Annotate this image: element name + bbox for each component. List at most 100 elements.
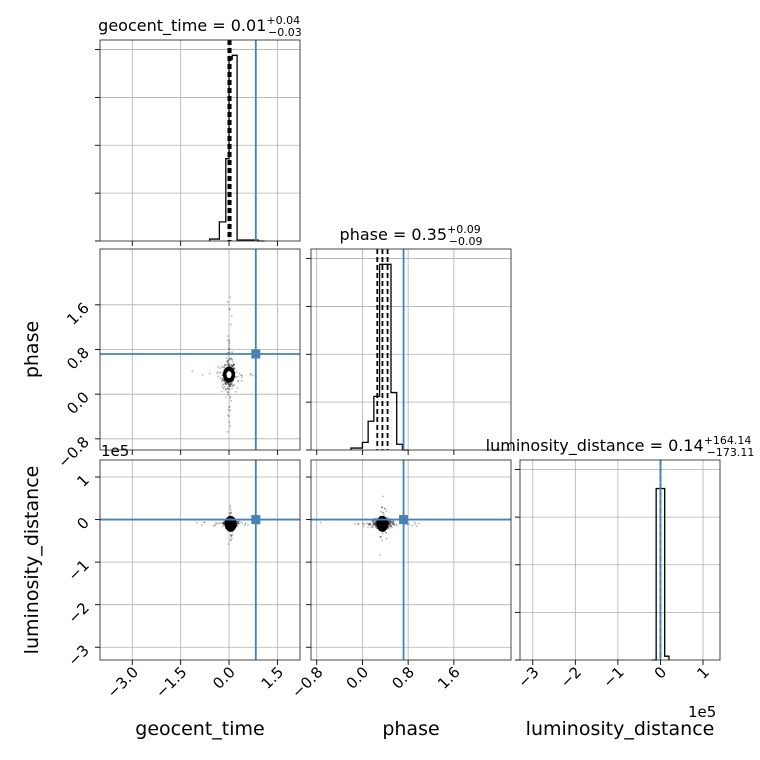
sample-point (385, 531, 388, 534)
title-sup: +0.04 (266, 14, 300, 27)
sample-point (229, 385, 231, 388)
sample-point (237, 522, 240, 524)
sample-point (219, 377, 221, 380)
sample-point (391, 522, 394, 525)
sample-point (229, 506, 232, 509)
sample-point (221, 374, 224, 377)
sample-point (216, 371, 219, 373)
sample-point (218, 522, 221, 525)
sample-point (237, 380, 240, 383)
sample-point (228, 308, 231, 311)
sample-point (202, 521, 205, 524)
sample-point (374, 520, 377, 522)
sample-point (223, 363, 226, 366)
sample-point (191, 370, 194, 373)
sample-point (231, 387, 233, 390)
sample-point (230, 537, 233, 540)
sample-point (408, 523, 411, 525)
truth-marker (399, 515, 409, 525)
sample-point (222, 522, 225, 525)
sample-point (238, 522, 241, 525)
sample-point (230, 533, 232, 536)
sample-point (389, 520, 391, 523)
sample-point (230, 357, 232, 360)
sample-point (228, 344, 230, 347)
sample-point (388, 523, 390, 526)
histogram-luminosity_distance: luminosity_distance = 0.14+164.14 −173.11 (486, 434, 754, 661)
sample-point (374, 523, 377, 526)
sample-point (231, 365, 234, 367)
sample-point (222, 524, 225, 527)
sample-point (221, 377, 224, 380)
sample-point (414, 523, 417, 525)
y-tick-label: 1 (73, 471, 92, 490)
sample-point (228, 406, 230, 408)
panel-frame (519, 459, 721, 661)
sample-point (228, 308, 231, 311)
sample-point (374, 522, 376, 525)
sample-point (236, 520, 239, 523)
sample-point (250, 373, 252, 376)
sample-point (372, 524, 375, 527)
sample-point (370, 523, 372, 526)
sample-point (222, 383, 224, 386)
sample-point (228, 388, 231, 391)
scatter-geocent_time-vs-phase: −0.8 0.0 0.8 1.6 (54, 248, 301, 471)
density-contour-hole (226, 371, 232, 379)
sample-point (228, 348, 231, 351)
sample-point (395, 524, 398, 527)
sample-point (366, 522, 368, 525)
sample-point (227, 364, 230, 366)
sample-point (223, 380, 226, 383)
sample-point (221, 525, 224, 528)
x-tick-label: −1.5 (152, 663, 190, 701)
sample-point (385, 537, 388, 540)
density-core (376, 515, 389, 532)
sample-point (231, 385, 234, 388)
sample-point (373, 522, 376, 525)
panel-title: phase = 0.35+0.09 −0.09 (340, 223, 483, 248)
sample-point (374, 523, 377, 526)
sample-point (229, 396, 232, 399)
x-tick-label: 0 (651, 663, 670, 682)
sample-point (247, 523, 249, 526)
x-tick-label: 1.6 (434, 663, 464, 693)
sample-point (229, 383, 232, 385)
sample-point (229, 539, 232, 541)
sample-point (229, 395, 232, 398)
sample-point (233, 363, 236, 366)
sample-point (388, 523, 391, 526)
sample-point (228, 339, 230, 342)
sample-point (381, 506, 384, 509)
sample-point (216, 365, 219, 368)
panel-frame (310, 248, 512, 451)
histogram-phase: phase = 0.35+0.09 −0.09 (306, 223, 512, 455)
sample-point (231, 384, 233, 387)
sample-point (388, 522, 391, 525)
sample-point (229, 409, 232, 412)
sample-point (240, 374, 243, 377)
sample-point (200, 524, 203, 527)
y-tick-label: −3 (64, 641, 92, 669)
sample-point (369, 522, 372, 525)
truth-marker (251, 349, 261, 359)
sample-point (373, 522, 376, 524)
sample-point (228, 364, 231, 366)
sample-point (212, 525, 215, 527)
sample-point (236, 521, 239, 524)
ld-x-ticks: −3 −2 −1 0 1 (514, 660, 713, 691)
sample-point (371, 525, 374, 528)
sample-point (391, 521, 394, 524)
sample-point (224, 382, 227, 385)
truth-marker (251, 515, 261, 525)
sample-point (244, 523, 247, 526)
panel-title: geocent_time = 0.01+0.04 −0.03 (98, 14, 302, 39)
sample-point (389, 520, 392, 523)
sample-point (230, 539, 232, 542)
sample-point (252, 374, 254, 377)
sample-point (235, 371, 238, 374)
sample-point (381, 532, 384, 535)
sample-point (216, 522, 219, 525)
sample-point (392, 520, 395, 523)
sample-point (223, 385, 226, 388)
